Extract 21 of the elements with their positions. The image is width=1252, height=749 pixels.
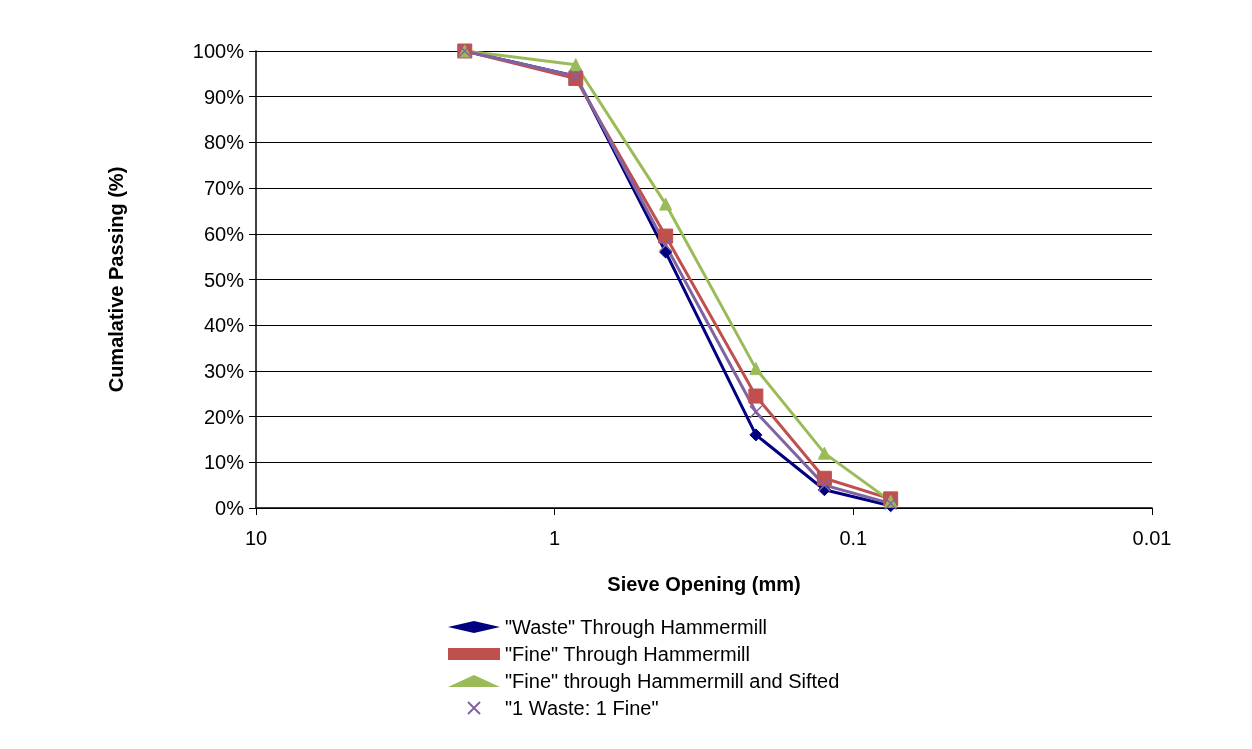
legend-label: "Waste" Through Hammermill xyxy=(505,616,768,638)
x-tick-label: 1 xyxy=(549,527,561,549)
y-tick-label: 60% xyxy=(203,222,245,245)
y-tick-label: 100% xyxy=(192,40,245,62)
y-tick-label: 10% xyxy=(203,451,245,474)
y-tick-label: 90% xyxy=(203,85,245,108)
x-axis-title: Sieve Opening (mm) xyxy=(607,573,801,595)
y-tick-label: 30% xyxy=(203,359,245,382)
y-tick-label: 20% xyxy=(203,405,245,428)
y-tick-label: 70% xyxy=(203,177,245,200)
legend-label: "Fine" through Hammermill and Sifted xyxy=(505,670,840,692)
legend-label: "1 Waste: 1 Fine" xyxy=(505,697,659,719)
x-tick-label: 0.1 xyxy=(839,527,868,549)
y-axis-title: Cumalative Passing (%) xyxy=(105,166,127,393)
x-tick-label: 0.01 xyxy=(1132,527,1172,549)
y-tick-label: 80% xyxy=(203,131,245,154)
y-tick-label: 40% xyxy=(203,314,245,337)
y-tick-label: 0% xyxy=(215,497,245,519)
x-tick-label: 10 xyxy=(244,527,268,549)
y-tick-label: 50% xyxy=(203,268,245,291)
legend-label: "Fine" Through Hammermill xyxy=(505,643,751,665)
